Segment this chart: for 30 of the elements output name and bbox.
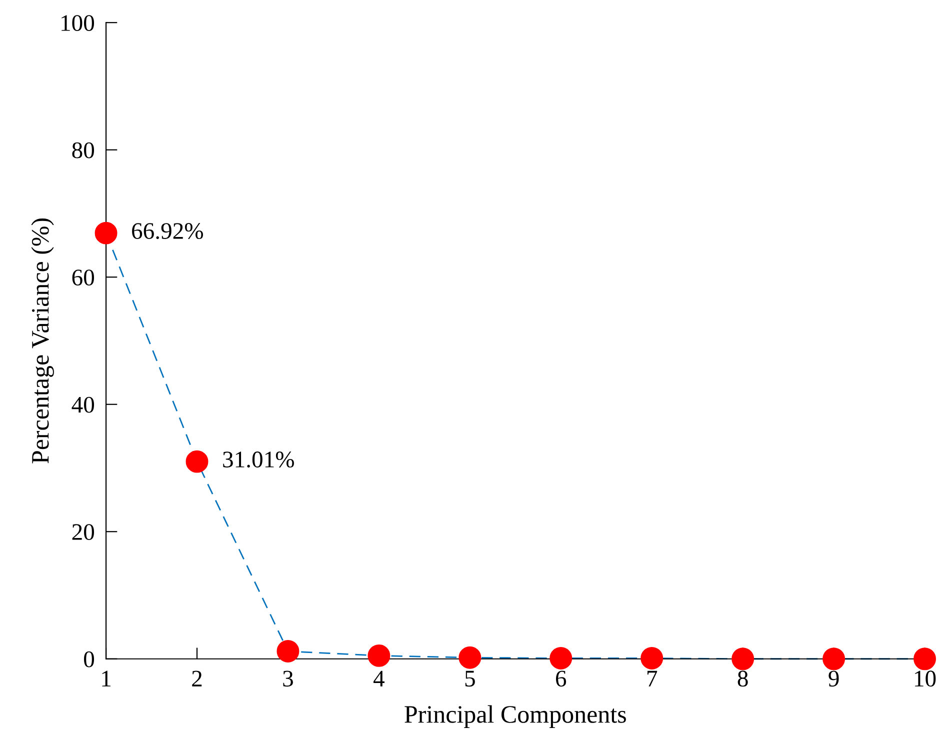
point [458,646,482,669]
x-axis-title: Principal Components [404,705,626,728]
y-tick-label: 60 [72,270,94,286]
x-tick-label: 4 [374,670,384,686]
x-tick-label: 3 [283,670,293,687]
point [550,647,572,670]
y-tick-label: 20 [72,524,94,540]
x-tick-label: 1 [102,670,111,686]
x-tick-label: 5 [465,670,475,687]
x-tick-label: 6 [556,670,566,687]
y-tick-label: 80 [72,142,94,158]
point [732,648,754,670]
x-tick-label: 2 [192,670,202,686]
data-label: 31.01% [223,452,294,468]
point [276,640,300,662]
point [822,648,846,670]
y-axis-title: Percentage Variance (%) [31,218,54,464]
x-tick-label: 9 [828,670,839,687]
point [368,644,390,667]
y-tick-label: 100 [62,15,94,32]
x-tick-label: 7 [648,670,658,686]
y-tick-label: 0 [84,651,94,668]
point [94,222,118,244]
data-label: 66.92% [132,223,204,240]
point [186,450,208,473]
point [640,647,664,670]
point [914,648,936,670]
x-tick-label: 8 [738,670,748,687]
x-tick-label: 10 [915,670,936,687]
y-tick-label: 40 [72,396,94,413]
